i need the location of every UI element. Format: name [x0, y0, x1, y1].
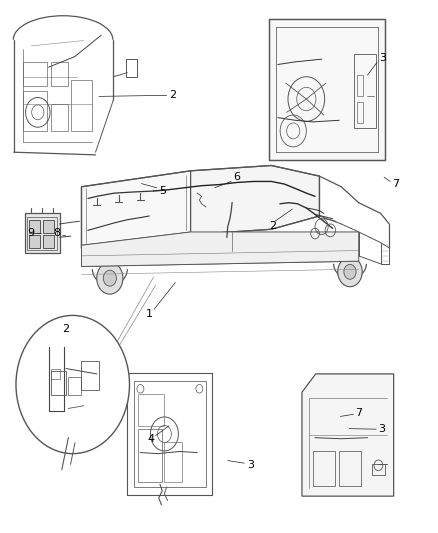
Bar: [138, 394, 164, 426]
Text: 5: 5: [159, 186, 166, 196]
Bar: [22, 91, 46, 131]
Bar: [51, 368, 60, 379]
Bar: [138, 429, 162, 482]
Circle shape: [97, 262, 123, 294]
Circle shape: [103, 270, 117, 286]
Text: 3: 3: [378, 424, 385, 434]
Bar: [164, 442, 182, 482]
Bar: [29, 235, 40, 248]
Polygon shape: [302, 374, 394, 496]
Bar: [43, 235, 54, 248]
Text: 6: 6: [233, 172, 240, 182]
Circle shape: [338, 257, 362, 287]
Bar: [357, 75, 363, 96]
Bar: [357, 102, 363, 123]
Text: 7: 7: [392, 179, 399, 189]
Bar: [25, 213, 60, 253]
Text: 4: 4: [148, 434, 155, 445]
Bar: [51, 104, 68, 131]
Polygon shape: [269, 19, 385, 160]
Bar: [27, 216, 57, 250]
Text: 9: 9: [27, 228, 34, 238]
Text: 3: 3: [379, 53, 386, 63]
Bar: [81, 361, 99, 390]
Bar: [372, 464, 385, 475]
Bar: [313, 451, 335, 486]
Bar: [134, 381, 206, 487]
Text: 3: 3: [247, 461, 254, 470]
Bar: [22, 62, 46, 86]
Bar: [51, 371, 66, 395]
Bar: [29, 220, 40, 233]
Polygon shape: [81, 232, 359, 266]
Text: 2: 2: [62, 324, 69, 334]
Bar: [68, 376, 81, 395]
Bar: [354, 54, 376, 128]
Circle shape: [16, 316, 130, 454]
Polygon shape: [81, 171, 191, 248]
Bar: [43, 220, 54, 233]
Circle shape: [344, 264, 356, 279]
Polygon shape: [191, 165, 319, 235]
Bar: [127, 59, 138, 77]
Text: 2: 2: [268, 221, 276, 231]
Text: 8: 8: [53, 228, 60, 238]
Bar: [71, 80, 92, 131]
Text: 2: 2: [170, 90, 177, 100]
Text: 7: 7: [355, 408, 362, 418]
Bar: [51, 62, 68, 86]
Text: 1: 1: [146, 309, 152, 319]
Bar: [339, 451, 361, 486]
